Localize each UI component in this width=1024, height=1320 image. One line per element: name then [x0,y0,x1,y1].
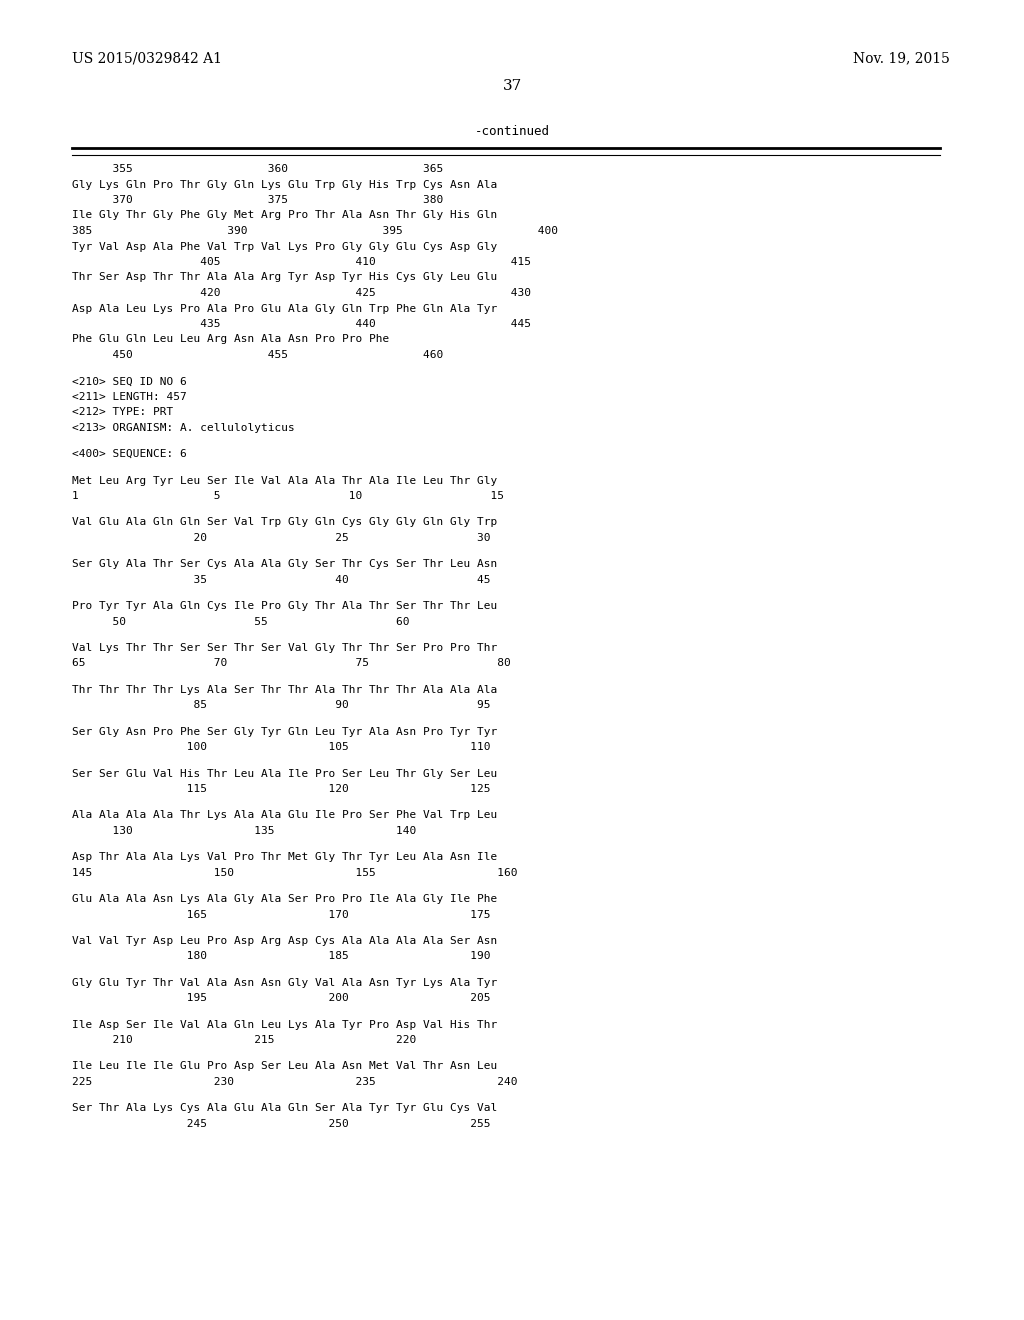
Text: Thr Thr Thr Thr Lys Ala Ser Thr Thr Ala Thr Thr Thr Ala Ala Ala: Thr Thr Thr Thr Lys Ala Ser Thr Thr Ala … [72,685,498,694]
Text: Ile Asp Ser Ile Val Ala Gln Leu Lys Ala Tyr Pro Asp Val His Thr: Ile Asp Ser Ile Val Ala Gln Leu Lys Ala … [72,1019,498,1030]
Text: 100                  105                  110: 100 105 110 [72,742,490,752]
Text: 85                   90                   95: 85 90 95 [72,701,490,710]
Text: 435                    440                    445: 435 440 445 [72,319,531,329]
Text: 145                  150                  155                  160: 145 150 155 160 [72,867,517,878]
Text: 35                   40                   45: 35 40 45 [72,574,490,585]
Text: Ile Gly Thr Gly Phe Gly Met Arg Pro Thr Ala Asn Thr Gly His Gln: Ile Gly Thr Gly Phe Gly Met Arg Pro Thr … [72,210,498,220]
Text: Val Glu Ala Gln Gln Ser Val Trp Gly Gln Cys Gly Gly Gln Gly Trp: Val Glu Ala Gln Gln Ser Val Trp Gly Gln … [72,517,498,528]
Text: Ser Gly Asn Pro Phe Ser Gly Tyr Gln Leu Tyr Ala Asn Pro Tyr Tyr: Ser Gly Asn Pro Phe Ser Gly Tyr Gln Leu … [72,726,498,737]
Text: Ser Gly Ala Thr Ser Cys Ala Ala Gly Ser Thr Cys Ser Thr Leu Asn: Ser Gly Ala Thr Ser Cys Ala Ala Gly Ser … [72,560,498,569]
Text: 1                    5                   10                   15: 1 5 10 15 [72,491,504,502]
Text: Ser Thr Ala Lys Cys Ala Glu Ala Gln Ser Ala Tyr Tyr Glu Cys Val: Ser Thr Ala Lys Cys Ala Glu Ala Gln Ser … [72,1104,498,1113]
Text: Asp Thr Ala Ala Lys Val Pro Thr Met Gly Thr Tyr Leu Ala Asn Ile: Asp Thr Ala Ala Lys Val Pro Thr Met Gly … [72,853,498,862]
Text: <213> ORGANISM: A. cellulolyticus: <213> ORGANISM: A. cellulolyticus [72,422,295,433]
Text: Phe Glu Gln Leu Leu Arg Asn Ala Asn Pro Pro Phe: Phe Glu Gln Leu Leu Arg Asn Ala Asn Pro … [72,334,389,345]
Text: 65                   70                   75                   80: 65 70 75 80 [72,659,511,668]
Text: Ala Ala Ala Ala Thr Lys Ala Ala Glu Ile Pro Ser Phe Val Trp Leu: Ala Ala Ala Ala Thr Lys Ala Ala Glu Ile … [72,810,498,820]
Text: 385                    390                    395                    400: 385 390 395 400 [72,226,558,236]
Text: 450                    455                    460: 450 455 460 [72,350,443,360]
Text: 405                    410                    415: 405 410 415 [72,257,531,267]
Text: Thr Ser Asp Thr Thr Ala Ala Arg Tyr Asp Tyr His Cys Gly Leu Glu: Thr Ser Asp Thr Thr Ala Ala Arg Tyr Asp … [72,272,498,282]
Text: <211> LENGTH: 457: <211> LENGTH: 457 [72,392,186,401]
Text: Gly Lys Gln Pro Thr Gly Gln Lys Glu Trp Gly His Trp Cys Asn Ala: Gly Lys Gln Pro Thr Gly Gln Lys Glu Trp … [72,180,498,190]
Text: Met Leu Arg Tyr Leu Ser Ile Val Ala Ala Thr Ala Ile Leu Thr Gly: Met Leu Arg Tyr Leu Ser Ile Val Ala Ala … [72,475,498,486]
Text: Tyr Val Asp Ala Phe Val Trp Val Lys Pro Gly Gly Glu Cys Asp Gly: Tyr Val Asp Ala Phe Val Trp Val Lys Pro … [72,242,498,252]
Text: Val Lys Thr Thr Ser Ser Thr Ser Val Gly Thr Thr Ser Pro Pro Thr: Val Lys Thr Thr Ser Ser Thr Ser Val Gly … [72,643,498,653]
Text: 195                  200                  205: 195 200 205 [72,993,490,1003]
Text: Asp Ala Leu Lys Pro Ala Pro Glu Ala Gly Gln Trp Phe Gln Ala Tyr: Asp Ala Leu Lys Pro Ala Pro Glu Ala Gly … [72,304,498,314]
Text: Ile Leu Ile Ile Glu Pro Asp Ser Leu Ala Asn Met Val Thr Asn Leu: Ile Leu Ile Ile Glu Pro Asp Ser Leu Ala … [72,1061,498,1072]
Text: Pro Tyr Tyr Ala Gln Cys Ile Pro Gly Thr Ala Thr Ser Thr Thr Leu: Pro Tyr Tyr Ala Gln Cys Ile Pro Gly Thr … [72,601,498,611]
Text: 37: 37 [503,79,521,92]
Text: <400> SEQUENCE: 6: <400> SEQUENCE: 6 [72,449,186,459]
Text: 165                  170                  175: 165 170 175 [72,909,490,920]
Text: Ser Ser Glu Val His Thr Leu Ala Ile Pro Ser Leu Thr Gly Ser Leu: Ser Ser Glu Val His Thr Leu Ala Ile Pro … [72,768,498,779]
Text: 245                  250                  255: 245 250 255 [72,1119,490,1129]
Text: <210> SEQ ID NO 6: <210> SEQ ID NO 6 [72,376,186,387]
Text: Val Val Tyr Asp Leu Pro Asp Arg Asp Cys Ala Ala Ala Ala Ser Asn: Val Val Tyr Asp Leu Pro Asp Arg Asp Cys … [72,936,498,946]
Text: 420                    425                    430: 420 425 430 [72,288,531,298]
Text: Nov. 19, 2015: Nov. 19, 2015 [853,51,950,65]
Text: 20                   25                   30: 20 25 30 [72,533,490,543]
Text: 50                   55                   60: 50 55 60 [72,616,410,627]
Text: 370                    375                    380: 370 375 380 [72,195,443,205]
Text: Glu Ala Ala Asn Lys Ala Gly Ala Ser Pro Pro Ile Ala Gly Ile Phe: Glu Ala Ala Asn Lys Ala Gly Ala Ser Pro … [72,894,498,904]
Text: <212> TYPE: PRT: <212> TYPE: PRT [72,408,173,417]
Text: US 2015/0329842 A1: US 2015/0329842 A1 [72,51,222,65]
Text: 115                  120                  125: 115 120 125 [72,784,490,795]
Text: 225                  230                  235                  240: 225 230 235 240 [72,1077,517,1086]
Text: Gly Glu Tyr Thr Val Ala Asn Asn Gly Val Ala Asn Tyr Lys Ala Tyr: Gly Glu Tyr Thr Val Ala Asn Asn Gly Val … [72,978,498,987]
Text: 130                  135                  140: 130 135 140 [72,826,416,836]
Text: -continued: -continued [474,125,550,139]
Text: 210                  215                  220: 210 215 220 [72,1035,416,1045]
Text: 355                    360                    365: 355 360 365 [72,164,443,174]
Text: 180                  185                  190: 180 185 190 [72,952,490,961]
